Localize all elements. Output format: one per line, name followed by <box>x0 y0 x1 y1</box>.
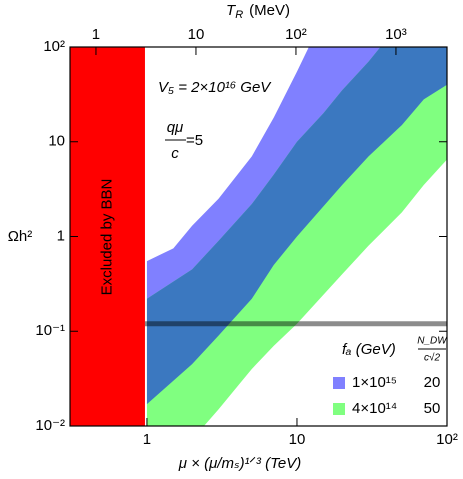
band-overlap <box>146 47 447 405</box>
annotation-den: c <box>171 145 179 162</box>
legend-header-ndw-den: c√2 <box>424 352 440 364</box>
x2-tick-label: 10³ <box>385 26 407 43</box>
x2-axis-label: TR (MeV) <box>226 2 290 21</box>
excluded-region <box>70 47 145 426</box>
excluded-label: Excluded by BBN <box>98 179 115 296</box>
y-tick-label: 10 <box>48 133 65 150</box>
x2-unit: (MeV) <box>249 2 290 19</box>
x-tick-label: 1 <box>143 431 151 448</box>
legend-ndw: 50 <box>424 400 441 417</box>
annotation-v5: V₅ = 2×10¹⁶ GeV <box>158 79 272 96</box>
axes: 10⁻² 10⁻¹ 1 10 10² 1 10 10² 1 10 10² 10³ <box>35 26 457 448</box>
legend-label: 1×10¹⁵ <box>352 374 397 391</box>
legend-swatch <box>333 377 345 389</box>
legend-header-ndw-num: N_DW <box>417 336 448 347</box>
x2-tick-label: 10² <box>285 26 307 43</box>
y-axis-label: Ωh² <box>8 228 33 245</box>
annotation-rhs: =5 <box>186 132 203 149</box>
legend-label: 4×10¹⁴ <box>352 400 397 417</box>
legend-header-fa: fₐ (GeV) <box>342 341 396 358</box>
annotation-num: qμ <box>167 119 184 136</box>
legend-ndw: 20 <box>424 374 441 391</box>
legend: 1×10¹⁵ 20 4×10¹⁴ 50 <box>333 374 440 417</box>
x2-symbol: T <box>226 2 237 19</box>
x-tick-label: 10 <box>289 431 306 448</box>
legend-swatch <box>333 403 345 415</box>
x2-tick-label: 1 <box>92 26 100 43</box>
plot-area <box>70 47 447 426</box>
y-tick-label: 10⁻² <box>35 417 65 434</box>
x-axis-label: μ × (μ/mₛ)¹ᐟ³ (TeV) <box>178 455 301 472</box>
y-tick-label: 10² <box>43 38 65 55</box>
x2-tick-label: 10 <box>188 26 205 43</box>
y-tick-label: 1 <box>57 227 65 244</box>
y-tick-label: 10⁻¹ <box>35 322 65 339</box>
x2-sub: R <box>235 9 243 21</box>
x-tick-label: 10² <box>436 431 458 448</box>
